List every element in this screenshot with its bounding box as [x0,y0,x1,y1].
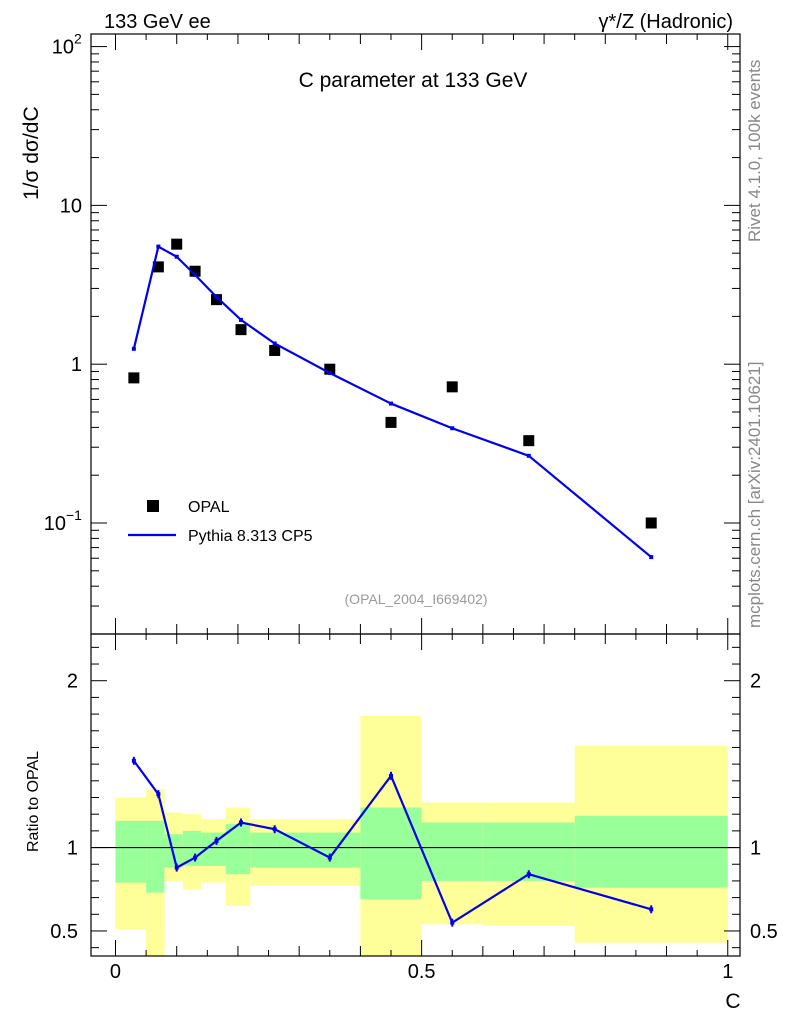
opal-data-point [645,517,657,529]
y-tick-label: 10 [44,513,66,535]
legend-pythia-label: Pythia 8.313 CP5 [188,528,313,545]
y-tick-label-base: 10 [52,37,74,59]
main-plot-ticks [91,34,740,635]
inner-uncertainty-band [182,830,202,866]
ratio-point [214,838,219,843]
pythia-point [526,453,531,458]
ratio-point [649,907,654,912]
pythia-point [131,346,136,351]
ratio-plot-panel: 0.5 0.51 12 2 0 0.5 1 Ratio to OPAL C [25,633,778,1013]
legend-opal-marker [147,500,159,512]
y-tick-label: 10 [60,195,82,217]
ratio-y-tick-label-left: 2 [67,671,78,693]
ratio-point [131,758,136,763]
pythia-point [156,244,161,249]
ratio-point [156,792,161,797]
ratio-point [389,773,394,778]
uncertainty-bands [115,715,728,956]
pythia-point [389,401,394,406]
main-y-axis-label: 1/σ dσ/dC [20,106,43,200]
pythia-point [214,294,219,299]
opal-data-point [269,344,281,356]
ratio-plot-frame [90,633,741,957]
opal-data-point [211,294,223,306]
ratio-plot-ticks [91,634,740,956]
opal-data-point [324,363,336,375]
legend: OPAL Pythia 8.313 CP5 [128,499,313,545]
x-axis-label: C [725,990,740,1013]
analysis-reference: (OPAL_2004_I669402) [345,591,488,607]
pythia-point [327,371,332,376]
inner-uncertainty-band [115,820,147,883]
opal-data-point [152,261,164,273]
pythia-point [450,426,455,431]
ratio-y-tick-label-right: 0.5 [750,921,778,943]
y-tick-label: 10 [52,37,74,59]
ratio-y-tick-label-right: 1 [750,838,761,860]
ratio-line [132,760,652,925]
pythia-point [272,341,277,346]
ratio-point [327,855,332,860]
opal-data-point [385,416,397,428]
pythia-line [132,244,652,558]
y-tick-label-base: 10 [44,513,66,535]
opal-data-point [189,265,201,277]
x-tick-label: 0.5 [408,961,436,983]
y-tick-label-exponent: 2 [74,31,82,47]
opal-data-point [446,381,458,393]
legend-opal-label: OPAL [188,499,230,516]
ratio-point [272,827,277,832]
opal-data-point [235,324,247,336]
inner-uncertainty-band [360,807,422,900]
y-tick-label-exponent: −1 [66,507,82,523]
rivet-version-label: Rivet 4.1.0, 100k events [745,60,764,242]
pythia-point [174,254,179,259]
y-tick-label-base: 10 [60,195,82,217]
header-left-label: 133 GeV ee [104,11,211,33]
header-right-label: γ*/Z (Hadronic) [599,11,733,33]
inner-uncertainty-band [250,832,361,868]
ratio-y-tick-label-left: 1 [67,838,78,860]
x-tick-label: 1 [722,961,733,983]
ratio-point [193,855,198,860]
mcplots-label: mcplots.cern.ch [arXiv:2401.10621] [745,362,764,628]
inner-uncertainty-band [225,824,251,875]
ratio-y-tick-label-left: 0.5 [50,921,78,943]
inner-uncertainty-band [574,815,728,888]
opal-data-point [523,435,535,447]
ratio-point [174,865,179,870]
main-plot-series [128,238,657,560]
ratio-series [131,756,654,927]
opal-data-point [171,238,183,250]
y-tick-label: 1 [71,354,82,376]
pythia-point [649,555,654,560]
ratio-y-axis-label: Ratio to OPAL [25,751,42,852]
inner-uncertainty-band [146,820,165,893]
ratio-point [450,920,455,925]
opal-data-point [128,372,140,384]
plot-title: C parameter at 133 GeV [299,69,528,92]
ratio-y-tick-labels: 0.5 0.5 1 1 2 2 [50,671,778,943]
pythia-point [239,317,244,322]
ratio-point [526,872,531,877]
x-tick-label: 0 [110,961,121,983]
pythia-point [193,272,198,277]
ratio-point [239,820,244,825]
y-tick-label-base: 1 [71,354,82,376]
x-tick-labels: 0 0.5 1 [110,961,733,983]
ratio-y-tick-label-right: 2 [750,671,761,693]
